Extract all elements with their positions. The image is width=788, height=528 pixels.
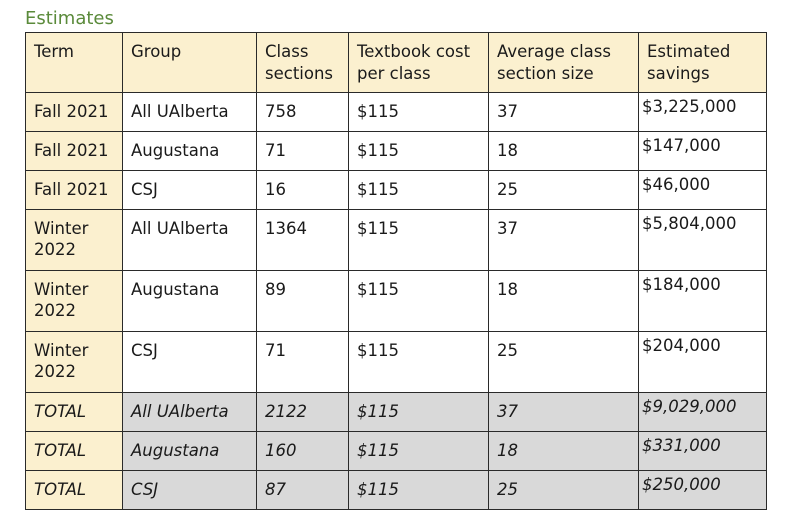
cell-class-sections: 16 <box>256 170 349 210</box>
cell-group: All UAlberta <box>122 209 257 271</box>
cell-class-sections: 160 <box>256 431 349 471</box>
cell-average-size: 25 <box>488 470 639 510</box>
cell-estimated-savings: $331,000 <box>638 431 767 471</box>
cell-class-sections: 71 <box>256 331 349 393</box>
cell-average-size: 18 <box>488 431 639 471</box>
cell-estimated-savings: $3,225,000 <box>638 92 767 132</box>
cell-average-size: 18 <box>488 270 639 332</box>
table-row: Winter 2022 Augustana 89 $115 18 $184,00… <box>25 270 767 332</box>
cell-term: Fall 2021 <box>25 170 123 210</box>
cell-term: Fall 2021 <box>25 131 123 171</box>
header-estimated-savings: Estimated savings <box>638 32 767 93</box>
header-term: Term <box>25 32 123 93</box>
cell-class-sections: 89 <box>256 270 349 332</box>
cell-group: All UAlberta <box>122 92 257 132</box>
cell-term: Winter 2022 <box>25 331 123 393</box>
cell-textbook-cost: $115 <box>348 392 489 432</box>
cell-estimated-savings: $5,804,000 <box>638 209 767 271</box>
cell-estimated-savings: $9,029,000 <box>638 392 767 432</box>
cell-textbook-cost: $115 <box>348 170 489 210</box>
total-row: TOTAL CSJ 87 $115 25 $250,000 <box>25 470 767 510</box>
cell-estimated-savings: $250,000 <box>638 470 767 510</box>
cell-class-sections: 758 <box>256 92 349 132</box>
header-row: Term Group Class sections Textbook cost … <box>25 32 767 93</box>
cell-average-size: 37 <box>488 392 639 432</box>
cell-group: Augustana <box>122 431 257 471</box>
cell-estimated-savings: $184,000 <box>638 270 767 332</box>
cell-estimated-savings: $147,000 <box>638 131 767 171</box>
cell-group: Augustana <box>122 131 257 171</box>
cell-class-sections: 87 <box>256 470 349 510</box>
table-row: Winter 2022 CSJ 71 $115 25 $204,000 <box>25 331 767 393</box>
cell-textbook-cost: $115 <box>348 131 489 171</box>
cell-class-sections: 1364 <box>256 209 349 271</box>
cell-term: Winter 2022 <box>25 270 123 332</box>
table-row: Winter 2022 All UAlberta 1364 $115 37 $5… <box>25 209 767 271</box>
cell-estimated-savings: $46,000 <box>638 170 767 210</box>
cell-term: TOTAL <box>25 392 123 432</box>
header-class-sections: Class sections <box>256 32 349 93</box>
cell-average-size: 25 <box>488 331 639 393</box>
cell-group: Augustana <box>122 270 257 332</box>
cell-group: CSJ <box>122 331 257 393</box>
cell-term: Fall 2021 <box>25 92 123 132</box>
cell-group: CSJ <box>122 470 257 510</box>
header-textbook-cost: Textbook cost per class <box>348 32 489 93</box>
cell-average-size: 18 <box>488 131 639 171</box>
total-row: TOTAL Augustana 160 $115 18 $331,000 <box>25 431 767 471</box>
header-group: Group <box>122 32 257 93</box>
cell-textbook-cost: $115 <box>348 209 489 271</box>
cell-term: TOTAL <box>25 431 123 471</box>
cell-textbook-cost: $115 <box>348 92 489 132</box>
estimates-table: Term Group Class sections Textbook cost … <box>25 32 767 510</box>
cell-textbook-cost: $115 <box>348 431 489 471</box>
cell-term: TOTAL <box>25 470 123 510</box>
cell-textbook-cost: $115 <box>348 470 489 510</box>
cell-average-size: 37 <box>488 209 639 271</box>
cell-group: CSJ <box>122 170 257 210</box>
table-row: Fall 2021 CSJ 16 $115 25 $46,000 <box>25 170 767 210</box>
cell-average-size: 37 <box>488 92 639 132</box>
cell-textbook-cost: $115 <box>348 270 489 332</box>
cell-term: Winter 2022 <box>25 209 123 271</box>
table-row: Fall 2021 All UAlberta 758 $115 37 $3,22… <box>25 92 767 132</box>
cell-average-size: 25 <box>488 170 639 210</box>
cell-class-sections: 71 <box>256 131 349 171</box>
header-average-size: Average class section size <box>488 32 639 93</box>
cell-estimated-savings: $204,000 <box>638 331 767 393</box>
cell-textbook-cost: $115 <box>348 331 489 393</box>
cell-class-sections: 2122 <box>256 392 349 432</box>
cell-group: All UAlberta <box>122 392 257 432</box>
total-row: TOTAL All UAlberta 2122 $115 37 $9,029,0… <box>25 392 767 432</box>
section-heading: Estimates <box>25 8 114 29</box>
table-row: Fall 2021 Augustana 71 $115 18 $147,000 <box>25 131 767 171</box>
